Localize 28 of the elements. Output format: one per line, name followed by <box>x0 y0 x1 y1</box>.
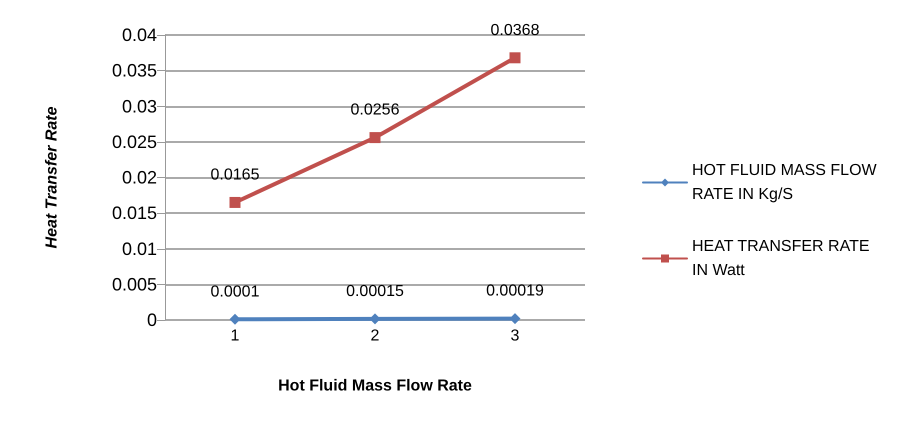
point <box>370 132 380 144</box>
legend-label: HOT FLUID MASS FLOW RATE IN Kg/S <box>692 162 882 203</box>
legend-label: HEAT TRANSFER RATE IN Watt <box>692 238 874 279</box>
data-label: 0.0256 <box>350 102 400 119</box>
y-tick-label: 0 <box>146 310 157 330</box>
point <box>510 52 520 64</box>
x-tick-label: 3 <box>510 328 520 344</box>
data-label: 0.00019 <box>486 282 544 300</box>
y-tick-label: 0.035 <box>112 60 157 81</box>
y-tick-label: 0.02 <box>122 168 157 188</box>
x-tick-label: 2 <box>370 328 380 344</box>
point <box>230 314 240 325</box>
y-tick-label: 0.03 <box>122 96 157 116</box>
data-label: 0.0001 <box>210 283 260 300</box>
data-label: 0.00015 <box>346 282 404 300</box>
y-tick-label: 0.005 <box>112 274 157 294</box>
point <box>510 313 520 324</box>
point <box>230 196 240 208</box>
y-axis-title: Heat Transfer Rate <box>44 106 60 248</box>
y-tick-label: 0.025 <box>112 132 157 152</box>
data-label: 0.0368 <box>490 22 540 39</box>
x-tick-label: 1 <box>230 328 240 344</box>
y-tick-label: 0.015 <box>112 203 157 224</box>
x-axis-title: Hot Fluid Mass Flow Rate <box>278 378 472 394</box>
y-tick-label: 0.04 <box>122 25 157 45</box>
y-tick-label: 0.01 <box>122 238 157 259</box>
data-label: 0.0165 <box>210 166 260 184</box>
point <box>370 313 380 324</box>
